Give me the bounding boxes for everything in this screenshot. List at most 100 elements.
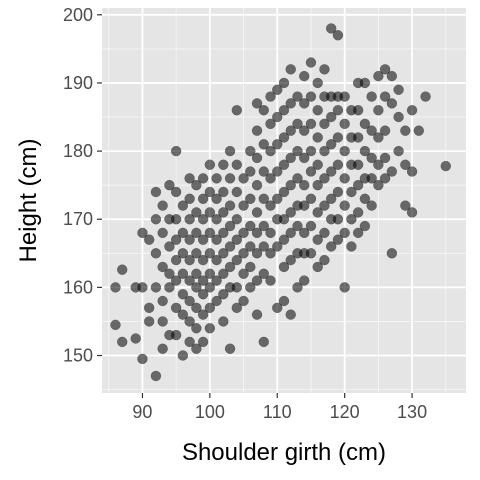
- data-point: [245, 145, 256, 157]
- data-point: [278, 234, 290, 245]
- data-point: [312, 179, 323, 191]
- data-point: [285, 227, 296, 239]
- data-point: [352, 159, 364, 170]
- data-point: [258, 139, 270, 150]
- data-point: [379, 173, 391, 184]
- data-point: [191, 179, 202, 191]
- data-point: [143, 316, 155, 327]
- data-point: [393, 145, 404, 157]
- data-point: [170, 186, 182, 198]
- x-tick-label: 110: [263, 402, 292, 422]
- data-point: [325, 23, 337, 34]
- data-point: [325, 111, 337, 123]
- data-point: [218, 186, 229, 198]
- data-point: [218, 159, 229, 170]
- data-point: [393, 84, 404, 96]
- x-tick-label: 120: [330, 402, 360, 422]
- data-point: [251, 207, 263, 218]
- y-tick-label: 150: [63, 346, 93, 366]
- y-tick-label: 170: [63, 209, 93, 229]
- data-point: [373, 104, 384, 116]
- data-point: [137, 353, 148, 365]
- data-point: [359, 77, 371, 89]
- data-point: [258, 104, 270, 116]
- data-point: [143, 234, 155, 245]
- data-point: [420, 91, 431, 102]
- data-point: [150, 186, 162, 198]
- data-point: [184, 173, 195, 184]
- data-point: [393, 111, 404, 123]
- data-point: [238, 295, 249, 307]
- data-point: [116, 336, 128, 348]
- data-point: [379, 152, 391, 164]
- data-point: [191, 282, 202, 293]
- data-point: [278, 104, 290, 116]
- data-point: [150, 282, 162, 293]
- data-point: [231, 234, 243, 245]
- data-point: [272, 193, 283, 205]
- data-point: [258, 220, 270, 232]
- data-point: [352, 179, 364, 191]
- data-point: [265, 227, 276, 239]
- data-point: [285, 152, 296, 164]
- data-point: [346, 186, 357, 198]
- data-point: [258, 336, 270, 348]
- data-point: [346, 241, 357, 252]
- data-point: [312, 77, 323, 89]
- data-point: [332, 30, 344, 41]
- data-point: [373, 70, 384, 82]
- data-point: [224, 173, 236, 184]
- data-point: [258, 268, 270, 280]
- data-point: [110, 319, 121, 331]
- x-tick-label: 130: [397, 402, 427, 422]
- plot-panel: [102, 8, 466, 393]
- data-point: [278, 186, 290, 198]
- data-point: [231, 282, 243, 293]
- data-point: [150, 370, 162, 382]
- data-point: [265, 145, 276, 157]
- data-point: [366, 152, 377, 164]
- data-point: [184, 193, 195, 205]
- data-point: [164, 282, 175, 293]
- data-point: [251, 275, 263, 286]
- data-point: [170, 213, 182, 225]
- data-point: [325, 241, 337, 252]
- data-point: [184, 336, 195, 348]
- data-point: [211, 173, 222, 184]
- data-point: [191, 302, 202, 314]
- data-point: [251, 179, 263, 191]
- data-point: [325, 193, 337, 205]
- data-point: [218, 288, 229, 300]
- data-point: [325, 139, 337, 150]
- data-point: [339, 200, 350, 211]
- data-point: [265, 248, 276, 259]
- data-point: [278, 77, 290, 89]
- data-point: [332, 186, 344, 198]
- data-point: [137, 227, 148, 239]
- data-point: [319, 227, 330, 239]
- data-point: [373, 179, 384, 191]
- data-point: [116, 264, 128, 275]
- data-point: [238, 268, 249, 280]
- data-point: [298, 179, 310, 191]
- data-point: [184, 316, 195, 327]
- data-point: [292, 145, 303, 157]
- y-tick-label: 190: [63, 73, 93, 93]
- data-point: [191, 248, 202, 259]
- data-point: [339, 227, 350, 239]
- data-point: [238, 248, 249, 259]
- data-point: [352, 227, 364, 239]
- data-point: [292, 220, 303, 232]
- data-point: [278, 159, 290, 170]
- data-point: [157, 316, 168, 327]
- data-point: [305, 248, 317, 259]
- data-point: [312, 104, 323, 116]
- data-point: [238, 227, 249, 239]
- data-point: [177, 200, 189, 211]
- data-point: [305, 220, 317, 232]
- data-point: [292, 118, 303, 130]
- data-point: [298, 152, 310, 164]
- data-point: [292, 91, 303, 102]
- data-point: [339, 118, 350, 130]
- data-point: [359, 118, 371, 130]
